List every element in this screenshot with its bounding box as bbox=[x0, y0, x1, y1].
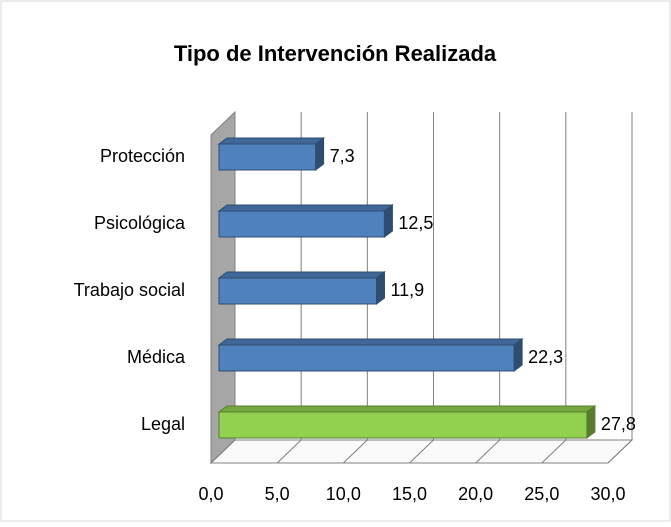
bar bbox=[217, 405, 597, 439]
bar bbox=[217, 338, 524, 372]
bar bbox=[217, 204, 394, 238]
bar-front bbox=[218, 344, 515, 372]
bar-top bbox=[217, 271, 386, 279]
bar-side bbox=[315, 137, 325, 171]
bar bbox=[217, 271, 386, 305]
bar-top bbox=[217, 204, 394, 212]
data-label: 27,8 bbox=[601, 414, 636, 434]
bar-front bbox=[218, 277, 377, 305]
y-tick-label: Legal bbox=[141, 414, 185, 434]
bar-top bbox=[217, 137, 326, 145]
chart-title: Tipo de Intervención Realizada bbox=[174, 41, 497, 66]
bar-front bbox=[218, 210, 385, 238]
bar bbox=[217, 137, 326, 171]
x-tick-label: 25,0 bbox=[524, 484, 559, 504]
x-tick-label: 10,0 bbox=[326, 484, 361, 504]
x-tick-label: 20,0 bbox=[458, 484, 493, 504]
bar-front bbox=[218, 411, 588, 439]
y-tick-label: Protección bbox=[100, 146, 185, 166]
x-tick-label: 15,0 bbox=[392, 484, 427, 504]
bar-side bbox=[383, 204, 393, 238]
x-tick-label: 30,0 bbox=[590, 484, 625, 504]
floor-grid-line bbox=[607, 439, 633, 464]
bar-front bbox=[218, 143, 317, 171]
x-tick-label: 5,0 bbox=[265, 484, 290, 504]
data-label: 22,3 bbox=[528, 347, 563, 367]
data-label: 7,3 bbox=[330, 146, 355, 166]
floor-grid-line bbox=[342, 439, 368, 464]
bar-top bbox=[217, 338, 524, 346]
floor-grid-line bbox=[541, 439, 567, 464]
floor-grid-line bbox=[276, 439, 302, 464]
x-tick-label: 0,0 bbox=[198, 484, 223, 504]
y-tick-label: Médica bbox=[127, 347, 186, 367]
bar-top bbox=[217, 405, 597, 413]
floor-grid-line bbox=[475, 439, 501, 464]
data-label: 11,9 bbox=[390, 280, 424, 300]
y-tick-label: Psicológica bbox=[94, 213, 186, 233]
floor-grid-line bbox=[409, 439, 434, 464]
bar-side bbox=[375, 271, 385, 305]
data-label: 12,5 bbox=[398, 213, 433, 233]
bar-side bbox=[586, 405, 596, 439]
bar-side bbox=[513, 338, 523, 372]
floor-grid-line bbox=[210, 439, 236, 464]
y-tick-label: Trabajo social bbox=[74, 280, 185, 300]
